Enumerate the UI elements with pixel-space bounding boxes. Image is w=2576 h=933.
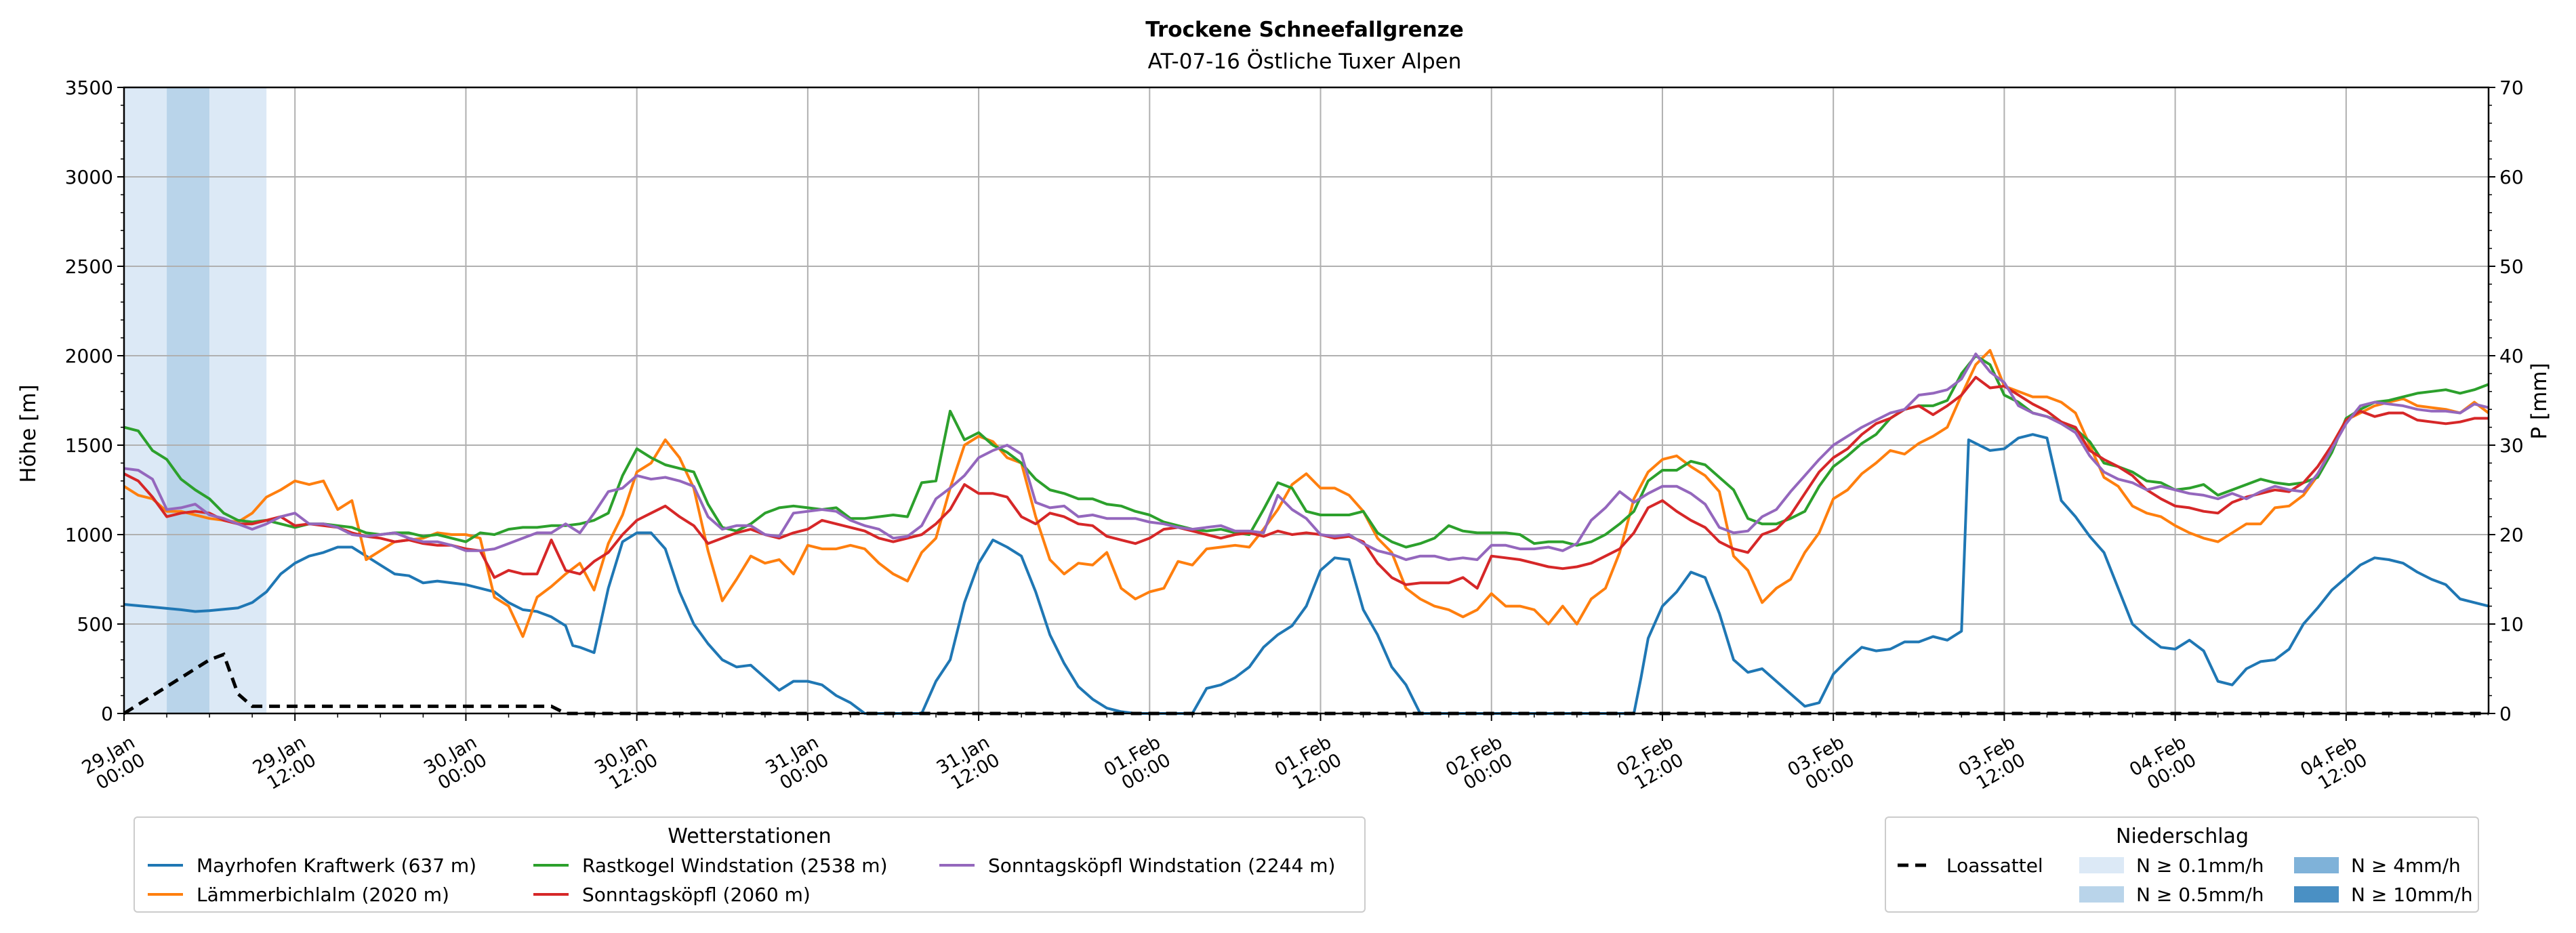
series-line: [123, 433, 2489, 715]
legend-station-label: Lämmerbichlalm (2020 m): [197, 884, 449, 906]
chart-title: Trockene Schneefallgrenze: [1145, 18, 1464, 42]
y-tick-label: 500: [77, 613, 113, 636]
y-axis-label: Höhe [m]: [16, 384, 41, 482]
precip-bands: [124, 87, 267, 713]
y-tick-label: 1500: [65, 434, 113, 457]
x-tick-label: 03.Feb12:00: [1955, 732, 2029, 798]
x-tick-label: 04.Feb12:00: [2297, 732, 2371, 798]
precip-band: [124, 87, 167, 713]
x-tick-label: 31.Jan12:00: [933, 732, 1004, 796]
x-tick-label: 29.Jan12:00: [249, 732, 320, 796]
legend-precip-label: N ≥ 0.1mm/h: [2136, 854, 2264, 877]
axes: 0 500 1000 1500 2000 2500 3000 3500 0 10 20 30 40 50 6…: [65, 77, 2524, 798]
legend-stations: Wetterstationen Mayrhofen Kraftwerk (637…: [134, 816, 1366, 913]
y2-tick-label: 40: [2499, 345, 2524, 367]
chart-subtitle: AT-07-16 Östliche Tuxer Alpen: [1148, 49, 1462, 74]
legend-precip-label: N ≥ 4mm/h: [2351, 854, 2461, 877]
legend-precip-label: N ≥ 0.5mm/h: [2136, 884, 2264, 906]
legend-stations-title: Wetterstationen: [668, 825, 831, 848]
legend-precip-patch: [2294, 857, 2339, 873]
precip-band: [167, 87, 210, 713]
x-tick-label: 04.Feb00:00: [2126, 732, 2200, 798]
x-tick-label: 01.Feb12:00: [1271, 732, 1345, 798]
y2-tick-label: 10: [2499, 613, 2524, 636]
y-tick-label: 2500: [65, 255, 113, 278]
series-line: [123, 352, 2489, 561]
series-line: [123, 349, 2490, 638]
legend-station-label: Sonntagsköpfl (2060 m): [582, 884, 811, 906]
series-line: [123, 354, 2489, 549]
legend-station-label: Rastkogel Windstation (2538 m): [582, 854, 888, 877]
legend-stations-frame: [134, 816, 1366, 913]
y-tick-label: 2000: [65, 345, 113, 367]
legend-precip-patch: [2079, 857, 2124, 873]
grid: [123, 87, 2489, 714]
x-tick-label: 01.Feb00:00: [1101, 732, 1174, 798]
plot-frame: [123, 86, 2490, 715]
legend-precip: Niederschlag Loassattel N ≥ 0.1mm/h N ≥ 0.…: [1885, 816, 2479, 913]
legend-precip-label: Loassattel: [1946, 854, 2043, 877]
legend-station-label: Sonntagsköpfl Windstation (2244 m): [988, 854, 1335, 877]
legend-precip-title: Niederschlag: [2116, 825, 2249, 848]
y2-tick-label: 70: [2499, 77, 2524, 99]
y2-tick-label: 20: [2499, 524, 2524, 546]
y2-axis-label: P [mm]: [2527, 362, 2552, 439]
y2-tick-label: 0: [2499, 703, 2512, 725]
y-tick-label: 3000: [65, 166, 113, 188]
y-tick-label: 0: [101, 703, 113, 725]
x-tick-label: 02.Feb00:00: [1442, 732, 1516, 798]
x-tick-label: 31.Jan00:00: [762, 732, 833, 796]
y-tick-label: 3500: [65, 77, 113, 99]
legend-precip-label: N ≥ 10mm/h: [2351, 884, 2473, 906]
series-lines: [123, 349, 2490, 716]
x-tick-label: 29.Jan00:00: [79, 732, 149, 796]
y2-tick-label: 50: [2499, 255, 2524, 278]
x-tick-label: 03.Feb00:00: [1784, 732, 1858, 798]
x-tick-label: 02.Feb12:00: [1613, 732, 1687, 798]
legend-station-label: Mayrhofen Kraftwerk (637 m): [197, 854, 476, 877]
y2-tick-label: 30: [2499, 434, 2524, 457]
precip-band: [209, 87, 267, 713]
y-tick-label: 1000: [65, 524, 113, 546]
x-tick-label: 30.Jan00:00: [420, 732, 491, 796]
y2-tick-label: 60: [2499, 166, 2524, 188]
x-tick-label: 30.Jan12:00: [591, 732, 661, 796]
series-line: [123, 375, 2489, 590]
legend-precip-patch: [2079, 886, 2124, 903]
loassattel-line: [123, 652, 2489, 716]
legend-precip-patch: [2294, 886, 2339, 903]
